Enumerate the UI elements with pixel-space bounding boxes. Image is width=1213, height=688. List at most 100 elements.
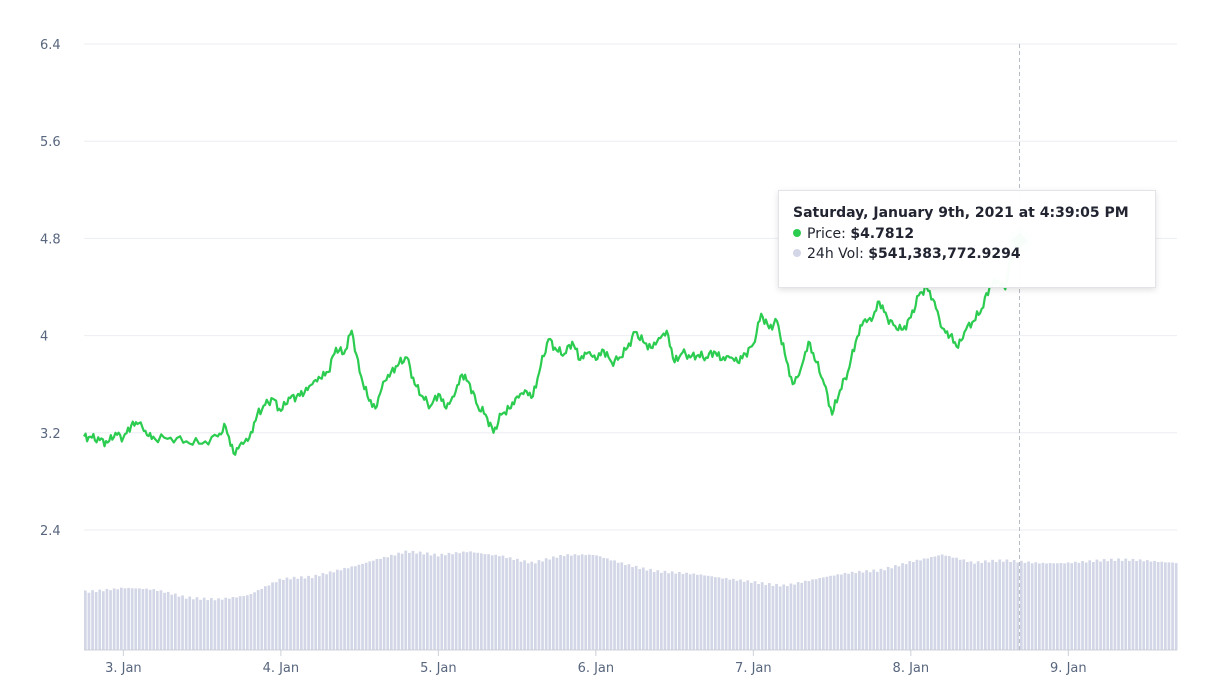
volume-bar [714,577,717,650]
volume-bar [105,589,109,650]
volume-bar [854,573,858,650]
volume-bar [771,585,775,650]
volume-bar [1088,560,1092,650]
volume-bar [339,570,343,650]
volume-bar [462,551,465,650]
volume-bar [548,559,552,650]
volume-bar [508,557,512,650]
volume-bar [879,568,883,650]
volume-bar [390,554,393,650]
volume-bar [1167,562,1171,650]
volume-bar [163,592,166,650]
volume-bar [897,566,901,650]
volume-bar [411,550,415,650]
volume-bar [318,576,321,650]
tooltip-volume-row: 24h Vol: $541,383,772.9294 [793,244,1141,264]
volume-bar [742,581,746,650]
volume-bar [840,574,843,650]
volume-bar [364,562,368,650]
volume-bar [116,589,120,650]
volume-bar [206,600,210,650]
volume-bar [973,563,976,650]
volume-bar [750,582,753,650]
volume-bar [1002,561,1005,650]
volume-bar [944,555,948,650]
volume-bar [274,582,278,650]
volume-bar [951,557,955,650]
volume-bar [1084,562,1088,650]
volume-bar [1034,562,1038,650]
volume-bar [652,572,656,650]
volume-bar [1074,561,1077,650]
volume-bar [120,587,123,650]
volume-bar [1081,561,1084,650]
tooltip-price-value: $4.7812 [850,226,915,242]
volume-bar [908,561,912,650]
volume-bar [764,585,768,650]
volume-bar [1016,562,1020,650]
volume-bar [145,588,148,650]
volume-bar [544,558,548,650]
volume-bar [760,582,764,650]
volume-bar [872,569,876,650]
volume-bar [465,552,469,650]
volume-bar [1117,558,1120,650]
volume-bar [1124,558,1128,650]
volume-bar [1138,559,1142,650]
volume-bar [498,556,501,650]
volume-bar [177,596,181,650]
volume-bar [566,554,570,650]
volume-bar [379,558,382,650]
volume-bar [433,553,436,650]
volume-bar [933,556,937,650]
volume-bar [552,556,555,650]
price-line [83,240,1019,456]
volume-bar [1041,562,1045,650]
volume-bar [685,572,688,650]
volume-bar [876,571,879,650]
volume-bar [526,563,530,650]
volume-bar [642,567,645,650]
volume-bar [224,597,228,650]
volume-bar [332,572,336,650]
volume-bar [1153,560,1156,650]
volume-bar [267,585,271,650]
volume-bar [415,553,418,650]
volume-bar [1009,562,1012,650]
volume-bar [1131,558,1135,650]
volume-bar [836,574,840,650]
price-series [83,240,1019,456]
volume-bar [1099,561,1102,650]
y-tick-label: 4.8 [40,232,61,247]
volume-bar [472,552,476,650]
volume-bar [667,573,670,650]
volume-bar [325,574,328,650]
volume-bar [775,583,778,650]
volume-bar [228,598,231,650]
volume-bar [1056,563,1059,650]
y-tick-label: 2.4 [40,524,61,539]
volume-bar [357,564,361,650]
volume-bar [87,592,91,650]
x-tick-label: 7. Jan [735,661,772,676]
volume-bar [638,569,642,650]
x-tick-label: 6. Jan [578,661,615,676]
volume-bar [678,572,681,650]
volume-bar [426,552,429,650]
volume-bar [429,555,433,650]
volume-bar [1063,563,1066,650]
volume-bar [458,553,462,650]
volume-bar [832,575,836,650]
volume-bar [660,572,663,650]
volume-bar [1070,563,1074,650]
volume-bar [134,588,138,650]
volume-bar [343,567,346,650]
volume-bar [890,568,894,650]
volume-bar [494,554,498,650]
volume-bar [393,555,397,650]
volume-bar [987,562,991,650]
volume-bar [519,561,523,650]
volume-bar [724,578,728,650]
y-tick-label: 6.4 [40,38,61,53]
